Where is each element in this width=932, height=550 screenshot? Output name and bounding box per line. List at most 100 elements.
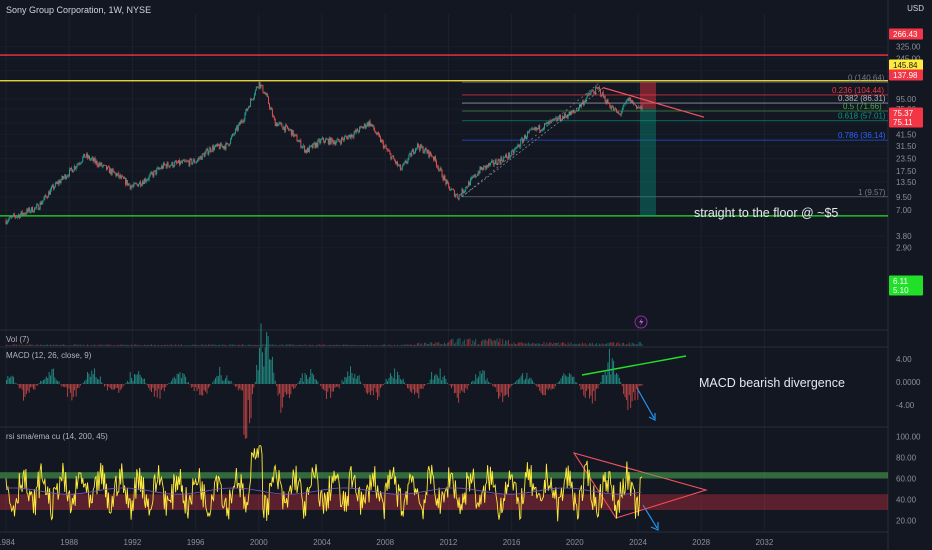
volume-bar (57, 344, 59, 346)
volume-bar (284, 344, 286, 346)
macd-histogram-bar (186, 382, 188, 384)
volume-bar (25, 344, 27, 346)
candle-body (604, 96, 606, 102)
macd-histogram-bar (429, 379, 431, 384)
candle-body (125, 180, 127, 185)
volume-bar (321, 344, 323, 346)
candle-body (390, 153, 392, 160)
fib-level-label: 0.382 (86.31) (838, 94, 886, 103)
candle-body (612, 106, 614, 108)
volume-bar (552, 344, 553, 346)
candle-body (364, 123, 366, 128)
macd-histogram-bar (453, 384, 455, 394)
macd-histogram-bar (277, 384, 279, 396)
volume-bar (182, 345, 184, 346)
volume-bar (462, 341, 464, 346)
macd-histogram-bar (233, 384, 235, 385)
volume-bar (525, 343, 526, 346)
volume-bar (11, 344, 13, 346)
candle-body (317, 140, 319, 147)
price-tick-label: 325.00 (896, 43, 921, 52)
volume-bar (160, 344, 162, 346)
volume-bar (196, 344, 198, 346)
macd-histogram-bar (261, 352, 263, 384)
candle-body (153, 171, 155, 177)
candle-body (45, 195, 47, 197)
macd-histogram-bar (41, 380, 43, 384)
candle-body (378, 132, 380, 135)
macd-histogram-bar (536, 384, 538, 387)
macd-histogram-bar (243, 384, 245, 435)
price-tag-label: 75.11 (893, 118, 913, 127)
time-tick-label: 1996 (187, 538, 205, 547)
candle-body (341, 137, 343, 144)
volume-bar (381, 345, 383, 346)
macd-histogram-bar (115, 384, 117, 388)
macd-histogram-bar (392, 377, 394, 384)
volume-bar (125, 344, 127, 346)
volume-bar (637, 344, 639, 346)
candle-body (127, 183, 129, 186)
candle-body (92, 157, 94, 162)
macd-histogram-bar (635, 384, 637, 389)
candle-body (507, 153, 509, 159)
vol-pane-label[interactable]: Vol (7) (6, 335, 30, 344)
macd-histogram-bar (79, 384, 81, 386)
candle-body (89, 159, 91, 160)
macd-histogram-bar (520, 375, 522, 384)
candle-body (175, 161, 177, 163)
candle-body (471, 177, 472, 179)
macd-histogram-bar (54, 377, 56, 384)
volume-bar (564, 343, 566, 346)
volume-bar (399, 345, 401, 346)
time-tick-label: 2024 (629, 538, 647, 547)
volume-bar (173, 345, 175, 346)
volume-bar (308, 344, 310, 346)
candle-body (91, 157, 93, 159)
macd-histogram-bar (449, 384, 451, 386)
time-axis[interactable]: 1984198819921996200020042008201220162020… (0, 538, 774, 547)
volume-bar (20, 345, 22, 346)
candle-body (541, 130, 543, 131)
macd-histogram-bar (145, 383, 147, 384)
macd-pane-label[interactable]: MACD (12, 26, close, 9) (6, 351, 92, 360)
candle-body (224, 146, 226, 150)
candle-body (158, 167, 160, 170)
candle-body (443, 175, 445, 180)
volume-bar (121, 344, 123, 346)
candle-body (628, 98, 630, 101)
candle-body (237, 125, 239, 131)
target-zone (640, 108, 656, 216)
macd-histogram-bar (50, 375, 51, 384)
macd-histogram-bar (482, 370, 484, 384)
candle-body (227, 143, 229, 145)
candle-body (591, 90, 593, 92)
volume-bar (102, 344, 104, 346)
candle-body (425, 148, 427, 151)
candle-body (536, 128, 538, 130)
volume-bar (270, 344, 272, 346)
rsi-pane-label[interactable]: rsi sma/ema cu (14, 200, 45) (6, 432, 108, 441)
macd-histogram-bar (414, 384, 416, 395)
currency-label[interactable]: USD (907, 4, 924, 13)
volume-bar (199, 345, 201, 346)
volume-bar (203, 345, 205, 346)
volume-bar (74, 344, 76, 346)
candle-body (395, 160, 397, 164)
macd-histogram-bar (526, 372, 528, 384)
macd-histogram-bar (308, 376, 310, 384)
candle-body (292, 130, 294, 137)
volume-bar (483, 340, 485, 346)
candle-body (592, 90, 594, 92)
macd-histogram-bar (480, 373, 482, 384)
price-tick-label: 2.90 (896, 244, 912, 253)
volume-bar (571, 344, 573, 346)
volume-bar (530, 343, 532, 346)
volume-bar (434, 343, 435, 346)
macd-histogram-bar (500, 384, 502, 393)
candle-body (472, 176, 474, 178)
candle-body (51, 186, 52, 190)
candle-body (32, 207, 33, 213)
candle-body (296, 135, 298, 142)
